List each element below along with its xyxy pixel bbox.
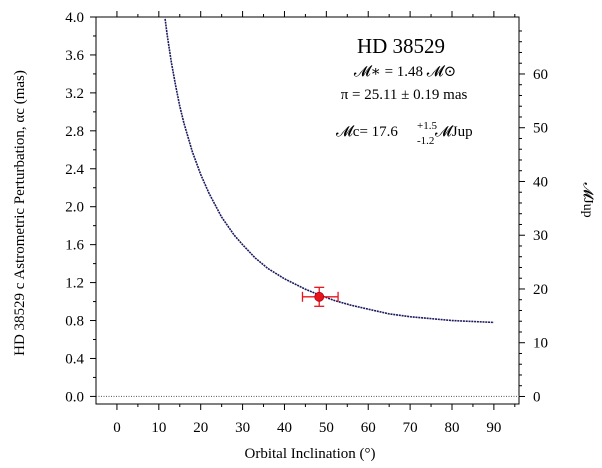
x-tick-label: 80 bbox=[444, 420, 459, 436]
y2-tick-label: 40 bbox=[533, 174, 548, 190]
y-tick-label: 3.6 bbox=[65, 48, 84, 64]
x-axis-label: Orbital Inclination (°) bbox=[245, 446, 376, 462]
y2-axis-label: 𝓜Jup bbox=[580, 182, 595, 217]
y2-tick-label: 60 bbox=[533, 67, 548, 83]
mass-c-prefix: 𝓜c= 17.6 bbox=[336, 124, 398, 140]
y-tick-label: 1.6 bbox=[65, 238, 84, 254]
plot-border bbox=[95, 16, 520, 405]
y2-tick-label: 50 bbox=[533, 121, 548, 137]
annotation-star-mass: 𝓜∗ = 1.48 𝓜⊙ bbox=[354, 64, 456, 80]
y2-tick-label: 10 bbox=[533, 336, 548, 352]
y-tick-label: 4.0 bbox=[65, 10, 84, 26]
y-tick-label: 2.4 bbox=[65, 162, 84, 178]
mass-c-minus: -1.2 bbox=[417, 135, 434, 147]
y2-tick-label: 0 bbox=[533, 389, 541, 405]
y-tick-label: 0.8 bbox=[65, 314, 84, 330]
x-tick-label: 10 bbox=[151, 420, 166, 436]
measurement-point bbox=[314, 291, 325, 302]
y-tick-label: 2.0 bbox=[65, 200, 84, 216]
x-tick-label: 0 bbox=[113, 420, 121, 436]
x-tick-label: 30 bbox=[235, 420, 250, 436]
x-axis-ticks: 0 10 20 30 40 50 60 70 80 90 bbox=[113, 11, 516, 436]
y2-axis-ticks: 0 10 20 30 40 50 60 bbox=[519, 30, 548, 405]
y-tick-label: 2.8 bbox=[65, 124, 84, 140]
x-tick-label: 90 bbox=[486, 420, 501, 436]
y-axis-label: HD 38529 c Astrometric Perturbation, αc … bbox=[12, 70, 28, 356]
y-tick-label: 0.4 bbox=[65, 351, 84, 367]
x-tick-label: 40 bbox=[277, 420, 292, 436]
mass-c-plus: +1.5 bbox=[417, 120, 437, 132]
annotation-parallax: π = 25.11 ± 0.19 mas bbox=[341, 87, 468, 103]
y-tick-label: 3.2 bbox=[65, 86, 84, 102]
y-tick-label: 0.0 bbox=[65, 389, 84, 405]
annotation-companion-mass: 𝓜c= 17.6 +1.5 -1.2 𝓜Jup bbox=[336, 117, 473, 148]
x-tick-label: 50 bbox=[319, 420, 334, 436]
y-tick-label: 1.2 bbox=[65, 276, 84, 292]
mass-c-suffix: 𝓜Jup bbox=[435, 124, 473, 140]
y2-tick-label: 20 bbox=[533, 282, 548, 298]
x-tick-label: 60 bbox=[361, 420, 376, 436]
chart-title: HD 38529 bbox=[357, 34, 445, 58]
x-tick-label: 70 bbox=[403, 420, 418, 436]
y-axis-ticks: 0.0 0.4 0.8 1.2 1.6 2.0 2.4 2.8 3.2 3.6 4.0 bbox=[65, 10, 96, 405]
measurement-group bbox=[301, 286, 339, 307]
series-curve bbox=[164, 18, 494, 324]
y2-tick-label: 30 bbox=[533, 228, 548, 244]
plot-frame bbox=[95, 16, 520, 405]
series-curve-group bbox=[164, 18, 494, 324]
x-tick-label: 20 bbox=[193, 420, 208, 436]
